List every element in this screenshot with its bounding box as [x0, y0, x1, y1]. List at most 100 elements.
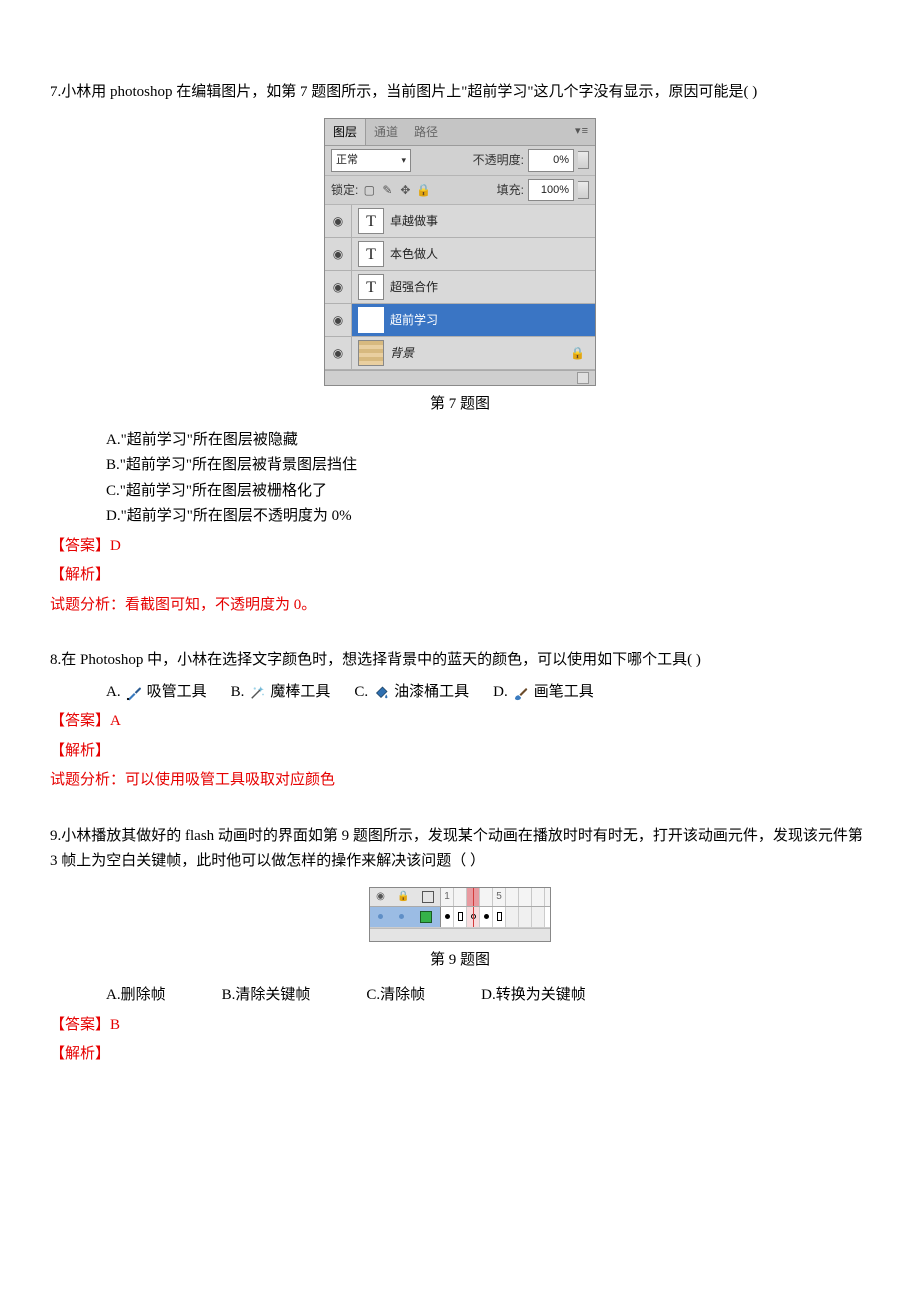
timeline-layer-header: ◉ 🔒 [370, 888, 441, 906]
q8-b-prefix: B. [231, 680, 245, 706]
eye-icon[interactable]: ◉ [325, 271, 352, 303]
lock-label: 锁定: [331, 180, 358, 200]
q8-option-d: D. 画笔工具 [493, 680, 594, 706]
q9-explain-label: 【解析】 [50, 1042, 870, 1068]
ruler-tick [506, 888, 519, 906]
fill-value[interactable]: 100% [528, 179, 574, 202]
q9-stem: 9.小林播放其做好的 flash 动画时的界面如第 9 题图所示，发现某个动画在… [50, 824, 870, 875]
eye-icon[interactable]: ◉ [325, 304, 352, 336]
fill-label: 填充: [497, 180, 524, 200]
q9-option-d: D.转换为关键帧 [481, 983, 586, 1009]
q8-answer: 【答案】A [50, 709, 870, 735]
frame-2[interactable] [454, 907, 467, 927]
lock-pixels-icon[interactable]: ✎ [380, 180, 394, 200]
text-layer-thumb-icon: T [358, 208, 384, 234]
frame-8[interactable] [532, 907, 545, 927]
frame-4[interactable] [480, 907, 493, 927]
layer-lock-dot-icon[interactable] [399, 914, 404, 919]
paint-bucket-icon [372, 684, 390, 702]
q9-answer: 【答案】B [50, 1013, 870, 1039]
eye-column-icon: ◉ [376, 888, 385, 905]
keyframe-filled-icon [445, 914, 450, 919]
magic-wand-icon [248, 684, 266, 702]
opacity-value[interactable]: 0% [528, 149, 574, 172]
flash-timeline: ◉ 🔒 1 5 [369, 887, 551, 942]
tab-channels[interactable]: 通道 [366, 119, 406, 145]
q9-caption: 第 9 题图 [50, 948, 870, 974]
q7-option-b: B."超前学习"所在图层被背景图层挡住 [106, 453, 870, 479]
q7-option-d: D."超前学习"所在图层不透明度为 0% [106, 504, 870, 530]
timeline-layer-cell [370, 907, 441, 927]
layer-row[interactable]: ◉ 背景 🔒 [325, 337, 595, 370]
ruler-tick-1: 1 [441, 888, 454, 906]
timeline-footer [370, 928, 550, 941]
eye-icon[interactable]: ◉ [325, 337, 352, 369]
tab-paths[interactable]: 路径 [406, 119, 446, 145]
layer-row[interactable]: ◉ T 本色做人 [325, 238, 595, 271]
outline-column-icon [422, 891, 434, 903]
opacity-scrub-icon[interactable] [578, 151, 589, 169]
frame-1[interactable] [441, 907, 454, 927]
q8-a-label: 吸管工具 [147, 680, 207, 706]
eye-icon[interactable]: ◉ [325, 205, 352, 237]
q7-options: A."超前学习"所在图层被隐藏 B."超前学习"所在图层被背景图层挡住 C."超… [106, 428, 870, 530]
tab-layers[interactable]: 图层 [325, 119, 366, 145]
eye-icon[interactable]: ◉ [325, 238, 352, 270]
q8-explain-label: 【解析】 [50, 739, 870, 765]
q8-c-prefix: C. [354, 680, 368, 706]
timeline-frames [441, 907, 550, 927]
playhead-cap-icon[interactable] [467, 888, 480, 906]
layer-row-selected[interactable]: ◉ T 超前学习 [325, 304, 595, 337]
frame-6[interactable] [506, 907, 519, 927]
frame-7[interactable] [519, 907, 532, 927]
q7-explain-label: 【解析】 [50, 563, 870, 589]
lock-all-icon[interactable]: 🔒 [416, 180, 430, 200]
q9-figure-wrap: ◉ 🔒 1 5 [50, 881, 870, 942]
question-9: 9.小林播放其做好的 flash 动画时的界面如第 9 题图所示，发现某个动画在… [50, 824, 870, 1068]
question-7: 7.小林用 photoshop 在编辑图片，如第 7 题图所示，当前图片上"超前… [50, 80, 870, 618]
resize-handle-icon[interactable] [577, 372, 589, 384]
lock-transparency-icon[interactable]: ▢ [362, 180, 376, 200]
layer-color-swatch-icon[interactable] [420, 911, 432, 923]
layer-name: 本色做人 [390, 244, 438, 264]
layer-row[interactable]: ◉ T 超强合作 [325, 271, 595, 304]
timeline-layer-row[interactable] [370, 907, 550, 928]
panel-menu-icon[interactable]: ▾≡ [569, 122, 595, 141]
q9-options: A.删除帧 B.清除关键帧 C.清除帧 D.转换为关键帧 [106, 983, 870, 1009]
question-8: 8.在 Photoshop 中，小林在选择文字颜色时，想选择背景中的蓝天的颜色，… [50, 648, 870, 794]
lock-fill-row: 锁定: ▢ ✎ ✥ 🔒 填充: 100% [325, 176, 595, 206]
q8-stem: 8.在 Photoshop 中，小林在选择文字颜色时，想选择背景中的蓝天的颜色，… [50, 648, 870, 674]
frame-5[interactable] [493, 907, 506, 927]
keyframe-filled-icon [484, 914, 489, 919]
q7-option-a: A."超前学习"所在图层被隐藏 [106, 428, 870, 454]
q8-explain: 试题分析：可以使用吸管工具吸取对应颜色 [50, 768, 870, 794]
timeline-ruler: 1 5 [441, 888, 550, 906]
panel-tabs: 图层 通道 路径 ▾≡ [325, 119, 595, 146]
layer-name: 超前学习 [390, 310, 438, 330]
layer-vis-dot-icon[interactable] [378, 914, 383, 919]
playhead-line-icon [473, 907, 474, 927]
layer-row[interactable]: ◉ T 卓越做事 [325, 205, 595, 238]
playhead-line-icon [473, 888, 474, 906]
q8-options: A. 吸管工具 B. 魔棒工具 C. 油漆桶工具 [106, 680, 870, 706]
blend-mode-value: 正常 [336, 151, 358, 170]
q8-b-label: 魔棒工具 [270, 680, 330, 706]
q8-c-label: 油漆桶工具 [394, 680, 469, 706]
lock-position-icon[interactable]: ✥ [398, 180, 412, 200]
lock-icon: 🔒 [570, 343, 585, 363]
panel-footer [325, 370, 595, 385]
q7-stem: 7.小林用 photoshop 在编辑图片，如第 7 题图所示，当前图片上"超前… [50, 80, 870, 106]
fill-scrub-icon[interactable] [578, 181, 589, 199]
background-layer-thumb-icon [358, 340, 384, 366]
q8-a-prefix: A. [106, 680, 121, 706]
blend-opacity-row: 正常 ▾ 不透明度: 0% [325, 146, 595, 176]
chevron-down-icon: ▾ [401, 153, 406, 168]
blend-mode-dropdown[interactable]: 正常 ▾ [331, 149, 411, 172]
ruler-tick [519, 888, 532, 906]
q7-answer: 【答案】D [50, 534, 870, 560]
frame-3-blank-keyframe[interactable] [467, 907, 480, 927]
q7-explain: 试题分析：看截图可知，不透明度为 0。 [50, 593, 870, 619]
ruler-tick-5: 5 [493, 888, 506, 906]
brush-icon [512, 684, 530, 702]
q8-option-b: B. 魔棒工具 [231, 680, 331, 706]
